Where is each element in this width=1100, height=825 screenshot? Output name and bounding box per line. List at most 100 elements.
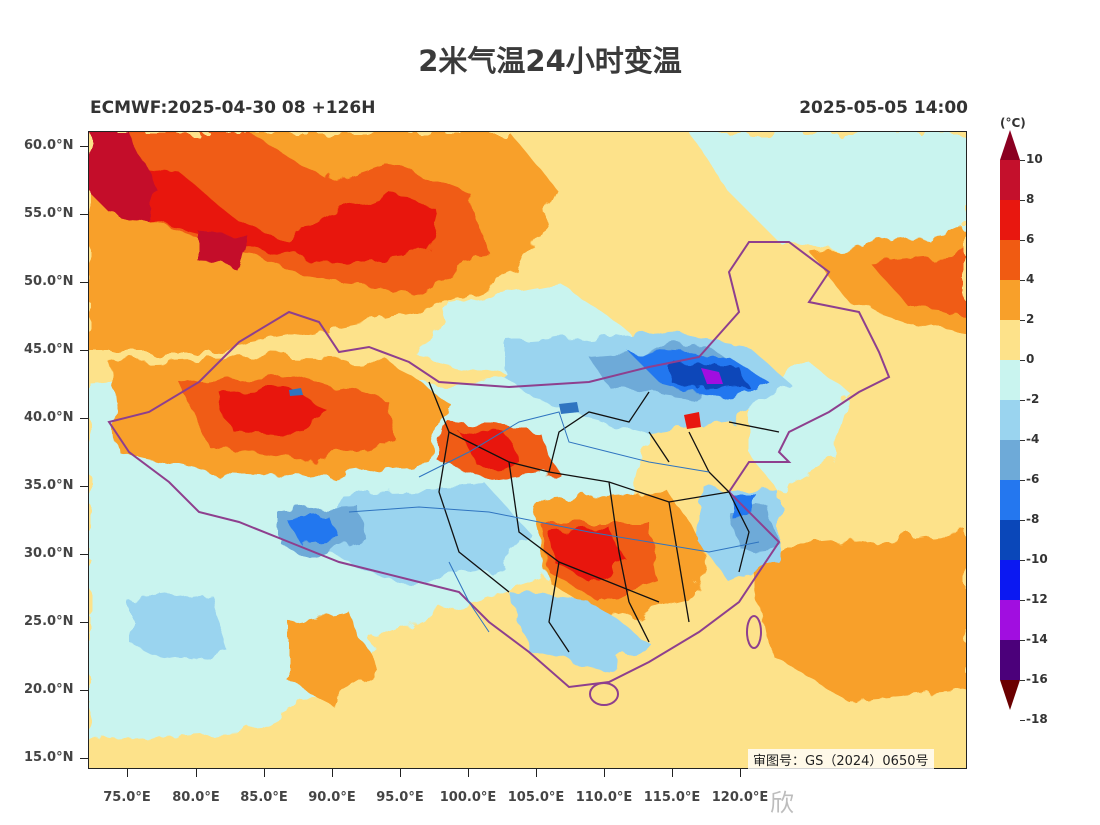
- lat-label: 25.0°N: [24, 614, 74, 629]
- field-red-central: [549, 527, 629, 582]
- field-orange-south: [289, 612, 379, 702]
- field-red-north: [99, 162, 439, 262]
- lon-tick: [332, 769, 333, 777]
- colorbar-tick: [1020, 280, 1025, 281]
- lon-tick: [264, 769, 265, 777]
- colorbar-swatch: [1000, 240, 1020, 280]
- field-redorange-far-east: [869, 252, 966, 312]
- lat-label: 15.0°N: [24, 750, 74, 765]
- colorbar-swatch: [1000, 560, 1020, 600]
- lat-tick: [80, 214, 88, 215]
- lat-label: 55.0°N: [24, 206, 74, 221]
- colorbar-unit: (°C): [1000, 116, 1026, 130]
- colorbar-tick: [1020, 320, 1025, 321]
- field-darkred-kazakh: [199, 232, 249, 272]
- colorbar-tick: [1020, 520, 1025, 521]
- colorbar-swatch: [1000, 130, 1020, 160]
- colorbar-label: 8: [1026, 192, 1035, 206]
- lon-label: 80.0°E: [172, 790, 220, 805]
- lat-tick: [80, 554, 88, 555]
- rivers: [348, 411, 760, 633]
- lon-label: 110.0°E: [575, 790, 633, 805]
- lat-tick: [80, 146, 88, 147]
- colorbar-tick: [1020, 640, 1025, 641]
- colorbar: (°C) 10 8 6 4 2 0 -2 -4 -6 -8 -10 -12 -14 -16 -18: [1000, 110, 1080, 790]
- field-deepblue-tibet: [289, 517, 339, 542]
- lon-label: 90.0°E: [308, 790, 356, 805]
- lat-label: 30.0°N: [24, 546, 74, 561]
- colorbar-swatch: [1000, 200, 1020, 240]
- lat-label: 60.0°N: [24, 138, 74, 153]
- lon-label: 75.0°E: [103, 790, 151, 805]
- lon-label: 120.0°E: [711, 790, 769, 805]
- lat-tick: [80, 350, 88, 351]
- lat-tick: [80, 758, 88, 759]
- field-orange-sea: [749, 532, 966, 702]
- valid-time-label: 2025-05-05 14:00: [799, 98, 968, 118]
- colorbar-label: -8: [1026, 512, 1040, 526]
- colorbar-swatch: [1000, 360, 1020, 400]
- lon-tick: [740, 769, 741, 777]
- lat-label: 50.0°N: [24, 274, 74, 289]
- map-plot-area: [88, 131, 967, 769]
- lat-tick: [80, 418, 88, 419]
- colorbar-swatch: [1000, 480, 1020, 520]
- colorbar-label: 10: [1026, 152, 1043, 166]
- colorbar-label: -6: [1026, 472, 1040, 486]
- lat-label: 35.0°N: [24, 478, 74, 493]
- colorbar-scale: [1000, 130, 1020, 710]
- colorbar-swatch: [1000, 320, 1020, 360]
- field-red-gansu: [459, 432, 519, 467]
- lon-tick: [127, 769, 128, 777]
- lon-tick: [536, 769, 537, 777]
- map-review-number: 审图号：GS（2024）0650号: [748, 749, 934, 770]
- field-red-xinjiang: [219, 387, 329, 432]
- colorbar-label: -10: [1026, 552, 1048, 566]
- colorbar-swatch: [1000, 640, 1020, 680]
- field-lightblue-tibet: [329, 487, 529, 582]
- field-darkred-northwest: [89, 132, 159, 222]
- colorbar-label: -12: [1026, 592, 1048, 606]
- chart-title: 2米气温24小时变温: [418, 44, 682, 78]
- colorbar-swatch: [1000, 600, 1020, 640]
- temperature-change-map: [89, 132, 966, 768]
- lat-label: 45.0°N: [24, 342, 74, 357]
- hainan-border: [589, 682, 619, 706]
- field-lightblue-southwest: [509, 592, 649, 672]
- colorbar-tick: [1020, 360, 1025, 361]
- colorbar-swatch: [1000, 400, 1020, 440]
- colorbar-label: 2: [1026, 312, 1035, 326]
- colorbar-tick: [1020, 240, 1025, 241]
- watermark: 欣: [770, 789, 796, 817]
- taiwan-border: [746, 615, 762, 649]
- colorbar-tick: [1020, 440, 1025, 441]
- lon-tick: [468, 769, 469, 777]
- lake-xinjiang: [289, 388, 303, 396]
- colorbar-label: -4: [1026, 432, 1040, 446]
- field-lightblue-india: [129, 592, 229, 662]
- colorbar-swatch: [1000, 160, 1020, 200]
- colorbar-tick: [1020, 400, 1025, 401]
- lon-label: 100.0°E: [439, 790, 497, 805]
- lon-label: 105.0°E: [507, 790, 565, 805]
- lon-label: 95.0°E: [376, 790, 424, 805]
- colorbar-tick: [1020, 680, 1025, 681]
- colorbar-tick: [1020, 480, 1025, 481]
- lon-tick: [400, 769, 401, 777]
- lon-label: 115.0°E: [643, 790, 701, 805]
- lat-tick: [80, 690, 88, 691]
- colorbar-label: 6: [1026, 232, 1035, 246]
- lon-tick: [604, 769, 605, 777]
- colorbar-swatch: [1000, 440, 1020, 480]
- lat-tick: [80, 622, 88, 623]
- lon-tick: [672, 769, 673, 777]
- field-cyan-northeast: [689, 132, 966, 252]
- colorbar-label: -16: [1026, 672, 1048, 686]
- colorbar-label: 4: [1026, 272, 1035, 286]
- field-red-beijing: [684, 412, 701, 429]
- colorbar-label: -18: [1026, 712, 1048, 726]
- colorbar-tick: [1020, 160, 1025, 161]
- colorbar-label: -14: [1026, 632, 1048, 646]
- lat-tick: [80, 282, 88, 283]
- lon-tick: [196, 769, 197, 777]
